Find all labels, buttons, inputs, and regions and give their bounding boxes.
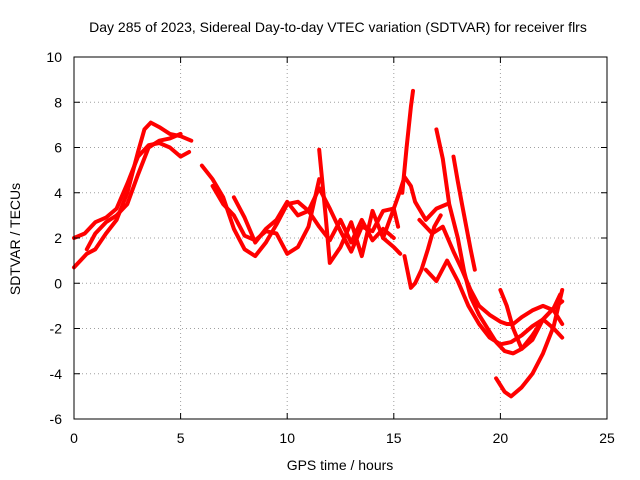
y-tick-label: -2	[50, 321, 63, 337]
y-tick-label: -6	[50, 411, 63, 427]
x-tick-label: 5	[177, 430, 185, 446]
series-line-sat-track-15	[498, 288, 563, 351]
chart-title: Day 285 of 2023, Sidereal Day-to-day VTE…	[89, 19, 587, 35]
series-line-sat-track-8	[381, 174, 450, 240]
axis-ticks	[73, 56, 608, 420]
data-series	[72, 88, 565, 399]
x-tick-label: 15	[386, 430, 402, 446]
tick-labels: 0 5 10 15 20 25 -6 -4 -2 0 2 4 6 8 10	[46, 49, 615, 446]
y-tick-label: 2	[54, 230, 62, 246]
y-tick-label: -4	[50, 366, 63, 382]
x-axis-label: GPS time / hours	[287, 457, 394, 473]
x-tick-label: 25	[599, 430, 615, 446]
series-line-sat-track-14	[451, 154, 477, 272]
series-line-sat-track-9	[400, 88, 415, 195]
grid-lines	[74, 57, 607, 419]
y-tick-label: 0	[54, 275, 62, 291]
series-line-sat-track-7	[317, 147, 403, 265]
x-tick-label: 10	[279, 430, 295, 446]
series-line-sat-track-10	[402, 213, 443, 290]
series-line-sat-track-4	[199, 163, 401, 259]
y-tick-label: 4	[54, 185, 62, 201]
x-tick-label: 0	[70, 430, 78, 446]
series-line-sat-track-3	[84, 131, 183, 252]
series-line-sat-track-11	[417, 217, 565, 326]
x-tick-label: 20	[493, 430, 509, 446]
y-tick-label: 6	[54, 140, 62, 156]
y-tick-label: 10	[46, 49, 62, 65]
series-line-sat-track-16	[494, 288, 565, 399]
series-line-sat-track-2	[72, 141, 192, 240]
y-axis-label: SDTVAR / TECUs	[7, 183, 23, 295]
y-tick-label: 8	[54, 94, 62, 110]
